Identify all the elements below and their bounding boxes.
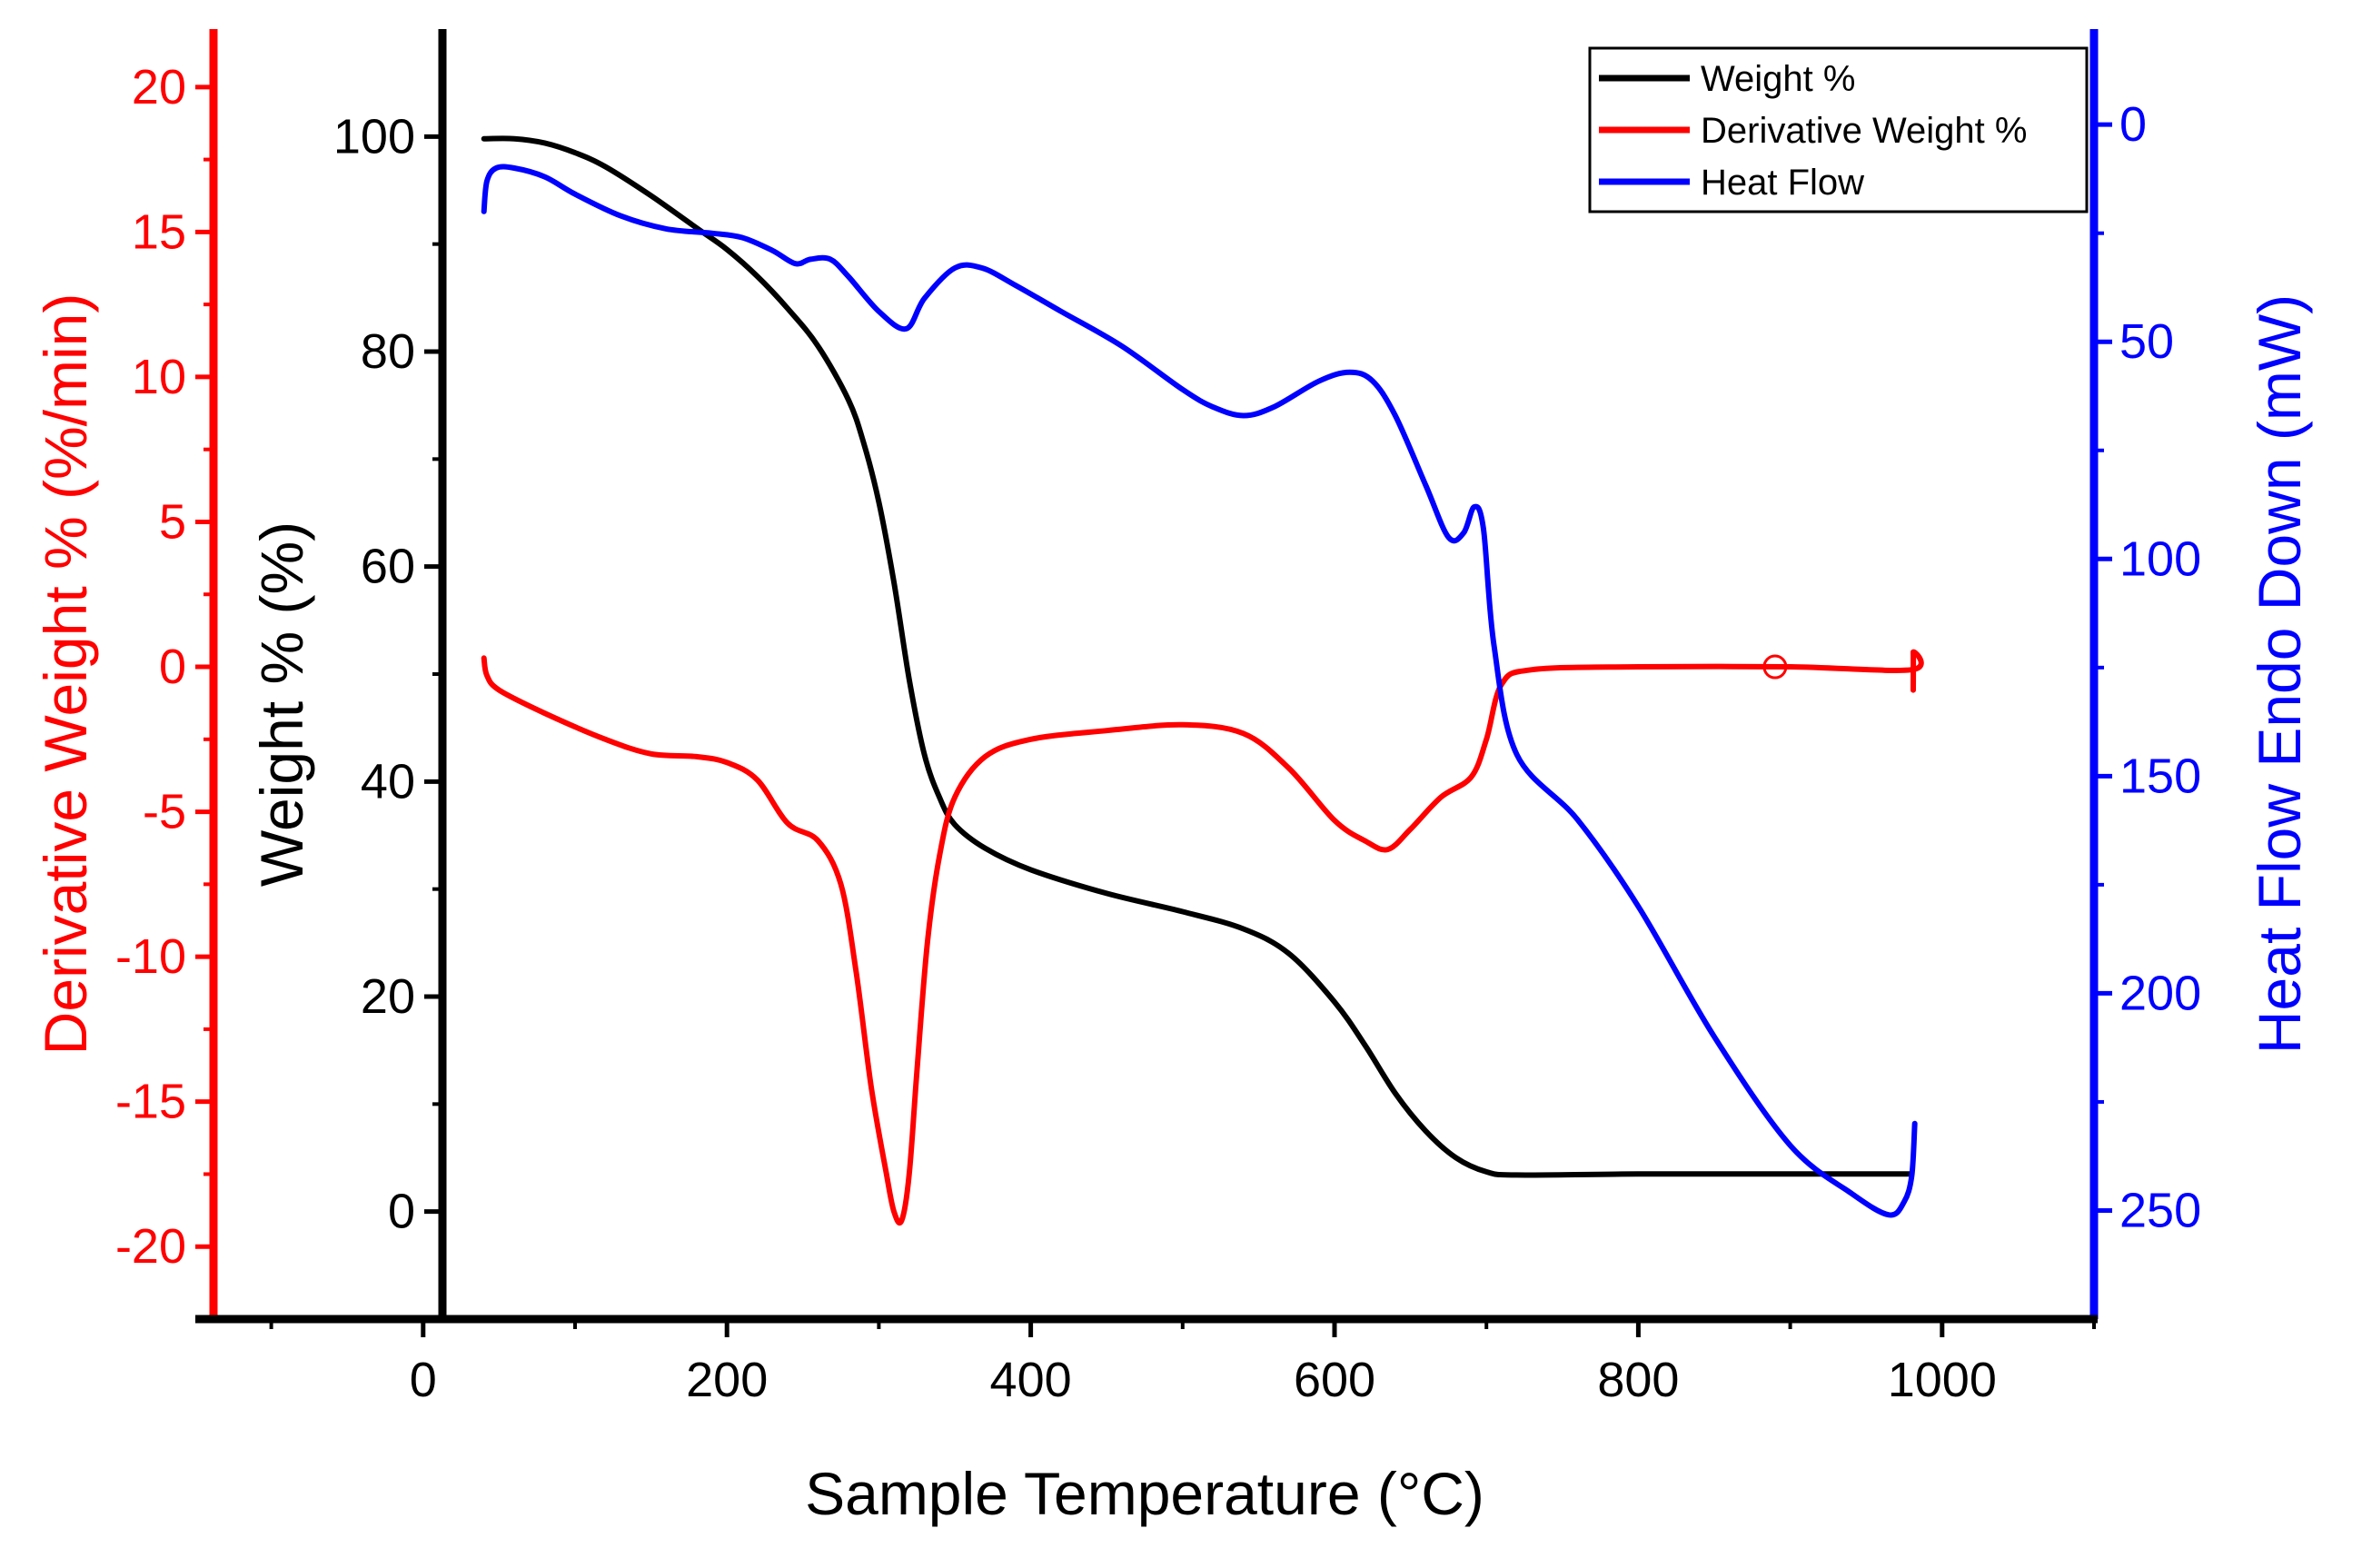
- derivative-marker: [1762, 654, 1788, 680]
- x-tick-label: 400: [990, 1353, 1072, 1407]
- weight-tick-label: 40: [361, 754, 415, 809]
- derivative-tick-label: 5: [159, 494, 186, 549]
- legend: Weight % Derivative Weight % Heat Flow: [1588, 46, 2089, 213]
- weight-axis-title: Weight % (%): [248, 521, 315, 887]
- heat-tick-label: 100: [2119, 531, 2201, 586]
- derivative-axis-title: Derivative Weight % (%/min): [32, 293, 99, 1056]
- x-axis: 0 200 400 600 800 1000 Sample Temperature (°C…: [195, 1315, 2098, 1527]
- heat-tick-label: 0: [2119, 97, 2147, 152]
- derivative-tick-label: 15: [132, 204, 186, 259]
- x-tick-label: 800: [1597, 1353, 1679, 1407]
- derivative-tick-label: -20: [115, 1219, 186, 1274]
- weight-tick-label: 20: [361, 969, 415, 1024]
- weight-tick-label: 60: [361, 540, 415, 594]
- weight-axis: 0 20 40 60 80 100 Weight % (%): [248, 29, 447, 1319]
- legend-label-heat: Heat Flow: [1701, 163, 1864, 203]
- series-line-heat-flow: [481, 164, 1918, 1218]
- x-tick-label: 200: [686, 1353, 768, 1407]
- weight-tick-label: 80: [361, 324, 415, 379]
- derivative-ticks: -20 -15 -10 -5 0 5 10 15 20: [115, 60, 213, 1274]
- x-ticks: 0 200 400 600 800 1000: [269, 1319, 2096, 1407]
- derivative-axis: -20 -15 -10 -5 0 5 10 15 20 Derivative Weight % …: [32, 29, 218, 1319]
- legend-label-weight: Weight %: [1701, 59, 1855, 99]
- weight-ticks: 0 20 40 60 80 100: [333, 109, 442, 1239]
- derivative-tick-label: -10: [115, 929, 186, 984]
- heat-tick-label: 50: [2119, 314, 2174, 369]
- heat-tick-label: 250: [2119, 1183, 2201, 1237]
- series-line-derivative-weight: [481, 649, 1924, 1226]
- annotation-layer: [1762, 654, 1788, 680]
- weight-tick-label: 0: [388, 1185, 415, 1239]
- derivative-tick-label: 0: [159, 640, 186, 694]
- heat-axis-title: Heat Flow Endo Down (mW): [2246, 294, 2313, 1054]
- x-tick-label: 1000: [1888, 1353, 1997, 1407]
- heat-axis: 0 50 100 150 200 250 Heat Flow Endo Down (mW): [2089, 29, 2313, 1319]
- heat-ticks: 0 50 100 150 200 250: [2094, 97, 2201, 1237]
- series-layer: [481, 135, 1924, 1226]
- heat-tick-label: 200: [2119, 966, 2201, 1020]
- derivative-tick-label: -5: [143, 785, 186, 839]
- weight-tick-label: 100: [333, 109, 415, 164]
- derivative-tick-label: 20: [132, 60, 186, 114]
- x-axis-title: Sample Temperature (°C): [805, 1460, 1484, 1527]
- legend-label-derivative: Derivative Weight %: [1701, 111, 2027, 151]
- heat-tick-label: 150: [2119, 749, 2201, 803]
- derivative-tick-label: -15: [115, 1075, 186, 1129]
- x-tick-label: 600: [1294, 1353, 1375, 1407]
- derivative-tick-label: 10: [132, 350, 186, 404]
- x-tick-label: 0: [410, 1353, 437, 1407]
